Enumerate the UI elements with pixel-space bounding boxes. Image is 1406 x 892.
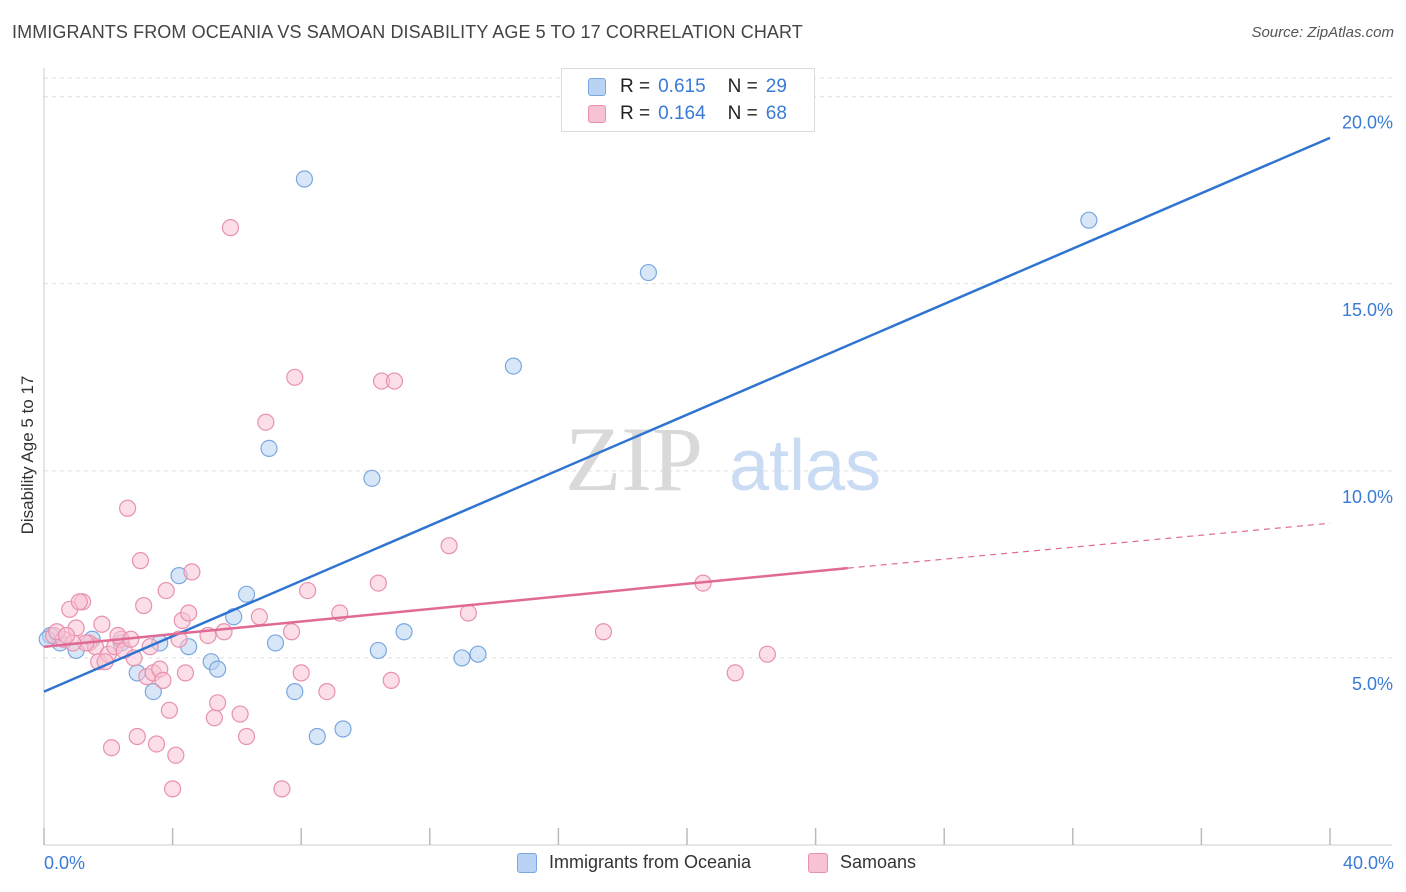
legend-n-value: 29: [765, 76, 787, 97]
data-point-pink: [183, 563, 201, 581]
data-point-blue: [286, 682, 304, 701]
data-point-pink: [205, 709, 223, 727]
bottom-legend-swatch-blue: [517, 852, 537, 873]
y-axis-label: Disability Age 5 to 17: [18, 375, 37, 535]
source-label: Source: ZipAtlas.com: [1251, 24, 1394, 41]
data-point-pink: [70, 593, 88, 611]
data-point-blue: [1080, 211, 1098, 229]
data-point-pink: [440, 537, 458, 555]
data-point-pink: [102, 739, 121, 757]
axes: [43, 68, 1392, 846]
data-point-pink: [118, 499, 137, 517]
data-point-pink: [167, 746, 185, 764]
data-point-pink: [231, 705, 249, 723]
data-point-pink: [147, 735, 166, 753]
legend-r-label: R =: [620, 76, 651, 97]
data-point-pink: [385, 372, 404, 390]
data-point-pink: [257, 413, 275, 431]
data-point-pink: [318, 682, 336, 701]
data-point-pink: [758, 645, 776, 663]
bottom-legend-samoans: Samoans: [808, 852, 916, 873]
trend-line-pink: [43, 566, 848, 648]
data-point-pink: [176, 664, 195, 682]
x-axis-min-label: 0.0%: [44, 853, 86, 873]
legend-row-samoans: R = 0.164 N = 68: [588, 102, 787, 126]
data-point-pink: [215, 623, 233, 641]
data-point-blue: [260, 439, 278, 458]
watermark: ZIP atlas: [565, 408, 881, 510]
data-point-blue: [395, 623, 413, 641]
data-point-pink: [273, 780, 291, 798]
grid-lines: [44, 77, 1392, 659]
y-tick-label: 15.0%: [1342, 300, 1393, 320]
data-point-blue: [308, 727, 326, 746]
data-point-blue: [639, 263, 658, 282]
data-point-pink: [209, 694, 227, 712]
data-point-pink: [286, 368, 304, 386]
data-point-blue: [453, 649, 471, 667]
bottom-legend-swatch-pink: [808, 852, 828, 873]
data-point-pink: [135, 596, 153, 615]
chart-title: IMMIGRANTS FROM OCEANIA VS SAMOAN DISABI…: [12, 22, 803, 42]
legend-r-value: 0.164: [658, 103, 706, 124]
data-point-pink: [292, 664, 310, 682]
data-point-pink: [237, 727, 256, 746]
data-point-pink: [459, 604, 477, 622]
data-point-blue: [209, 660, 227, 678]
legend-r-label: R =: [620, 103, 651, 124]
data-point-blue: [266, 634, 285, 652]
data-point-blue: [144, 682, 162, 701]
y-tick-label: 20.0%: [1342, 113, 1393, 133]
data-point-pink: [164, 780, 182, 798]
watermark-atlas: atlas: [729, 426, 881, 506]
data-point-pink: [157, 581, 175, 600]
data-point-blue: [295, 170, 314, 188]
data-point-blue: [369, 641, 387, 660]
data-point-pink: [369, 574, 387, 592]
data-point-pink: [299, 581, 317, 600]
bottom-legend-label: Samoans: [840, 852, 917, 872]
legend-n-label: N =: [727, 76, 758, 97]
bottom-legend-label: Immigrants from Oceania: [549, 852, 752, 872]
y-tick-label: 5.0%: [1352, 674, 1393, 694]
data-point-pink: [57, 626, 76, 645]
stats-legend: R = 0.615 N = 29 R = 0.164 N = 68: [561, 68, 815, 132]
legend-row-oceania: R = 0.615 N = 29: [588, 75, 787, 99]
data-point-pink: [131, 552, 150, 570]
data-point-pink: [250, 608, 269, 626]
data-point-blue: [469, 645, 487, 663]
bottom-legend-oceania: Immigrants from Oceania: [517, 852, 751, 873]
data-point-blue: [334, 720, 352, 738]
legend-n-label: N =: [727, 103, 758, 124]
data-point-pink: [221, 219, 240, 237]
y-tick-labels: 5.0% 10.0% 15.0% 20.0%: [1342, 113, 1393, 694]
x-axis-max-label: 40.0%: [1342, 853, 1394, 873]
legend-n-value: 68: [765, 103, 787, 124]
data-point-pink: [154, 671, 172, 689]
data-point-pink: [180, 604, 198, 622]
data-point-pink: [594, 623, 613, 641]
legend-swatch-blue: [588, 78, 606, 96]
trend-line-blue: [43, 136, 1331, 693]
legend-r-value: 0.615: [658, 76, 706, 97]
data-point-blue: [363, 469, 381, 487]
data-point-pink: [160, 701, 178, 719]
watermark-zip: ZIP: [565, 408, 703, 510]
trend-lines: [43, 136, 1331, 693]
data-point-pink: [382, 671, 400, 689]
data-point-blue: [504, 357, 522, 375]
data-point-pink: [93, 615, 111, 633]
y-tick-label: 10.0%: [1342, 487, 1393, 507]
data-point-blue: [237, 585, 256, 603]
data-point-pink: [128, 727, 146, 746]
legend-swatch-pink: [588, 105, 606, 123]
trend-line-dashed-pink: [847, 522, 1331, 569]
data-point-pink: [282, 623, 301, 641]
data-point-pink: [726, 664, 744, 682]
